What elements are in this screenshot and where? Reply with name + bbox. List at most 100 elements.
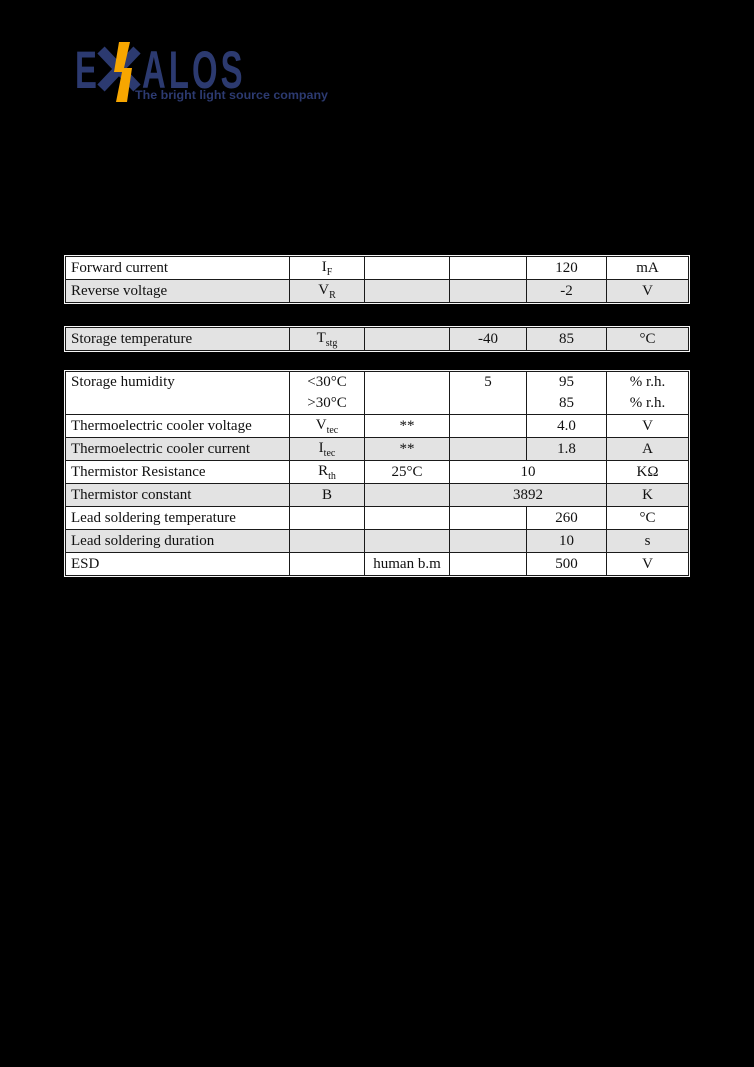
table-cell-text: IF [321,258,333,278]
logo-tagline: The bright light source company [135,90,329,102]
table-cell [450,280,527,302]
table-cell: VR [290,280,365,302]
table-cell [365,257,450,279]
table-cell-text: V [642,282,653,299]
table-cell [450,553,527,575]
exalos-logo: E ALOS The bright light source company [74,41,332,104]
table-cell-line: 85 [559,395,574,411]
table-cell-text: 85 [559,330,574,347]
table-cell: -40 [450,328,527,350]
table-cell: ** [365,415,450,437]
table-cell: Thermistor constant [66,484,290,506]
table-cell: Storage humidity [66,372,290,414]
table-row: Reverse voltage VR -2 V [66,280,688,302]
table-cell-text: Itec [318,439,336,459]
table-cell: 500 [527,553,607,575]
table-cell [365,530,450,552]
table-cell: Thermoelectric cooler voltage [66,415,290,437]
table-cell-text: 4.0 [557,417,576,434]
ratings-table-electrical: Forward current IF 120 mA Reverse voltage VR -… [64,255,690,304]
table-cell: 85 [527,328,607,350]
table-cell [365,280,450,302]
table-cell-text: 120 [555,259,578,276]
logo-letter-e: E [75,42,97,100]
table-cell-line: >30°C [307,395,347,411]
table-cell-text: Thermoelectric cooler voltage [71,417,252,434]
table-cell [365,372,450,414]
table-cell: 10 [450,461,607,483]
table-cell-text: °C [639,509,656,526]
table-cell: 3892 [450,484,607,506]
table-cell: 10 [527,530,607,552]
table-cell: Lead soldering temperature [66,507,290,529]
table-cell: 260 [527,507,607,529]
table-cell-text: B [321,486,332,503]
table-cell [450,438,527,460]
table-cell-text: 1.8 [557,440,576,457]
table-cell: 95 85 [527,372,607,414]
table-cell: V [607,553,688,575]
table-cell: Storage temperature [66,328,290,350]
table-cell-text: 3892 [513,486,543,503]
table-cell: 1.8 [527,438,607,460]
table-cell: Reverse voltage [66,280,290,302]
table-cell-text: Rth [318,462,336,482]
table-cell: ESD [66,553,290,575]
table-cell-text: s [644,532,651,549]
table-cell: IF [290,257,365,279]
table-cell-text: V [642,555,653,572]
table-cell-text: °C [639,330,656,347]
table-cell: ** [365,438,450,460]
table-cell: 120 [527,257,607,279]
exalos-logo-graphic: E ALOS The bright light source company [75,41,329,102]
table-row: Storage temperature Tstg -40 85 °C [66,328,688,350]
table-cell: -2 [527,280,607,302]
table-cell-text: V [642,417,653,434]
table-cell: Tstg [290,328,365,350]
table-cell: Itec [290,438,365,460]
table-cell: % r.h. % r.h. [607,372,688,414]
table-cell: V [607,415,688,437]
table-cell: Thermoelectric cooler current [66,438,290,460]
table-cell [450,530,527,552]
table-cell: Lead soldering duration [66,530,290,552]
table-cell-line: 5 [484,374,492,390]
table-cell [365,507,450,529]
table-row: Storage humidity <30°C >30°C 5 95 85% r.h.% r… [66,372,688,415]
table-cell: B [290,484,365,506]
table-cell: mA [607,257,688,279]
table-cell: V [607,280,688,302]
table-cell-text: Tstg [316,329,338,349]
table-cell-text: -2 [560,282,573,299]
table-cell [290,530,365,552]
table-cell-text: ** [399,417,415,434]
table-cell [290,553,365,575]
table-cell-text: ESD [71,555,100,572]
table-cell: 4.0 [527,415,607,437]
table-cell-text: Thermistor constant [71,486,192,503]
table-cell: s [607,530,688,552]
table-cell [450,257,527,279]
table-row: Lead soldering temperature 260 °C [66,507,688,530]
table-cell: 25°C [365,461,450,483]
lightning-bolt-icon [114,42,132,102]
table-cell-text: 10 [520,463,536,480]
table-cell-line: % r.h. [629,395,666,411]
table-row: Thermoelectric cooler voltage Vtec ** 4.0 V [66,415,688,438]
table-row: Thermistor constant B 3892 K [66,484,688,507]
table-cell: Thermistor Resistance [66,461,290,483]
table-cell-text: VR [318,281,336,301]
table-cell: KΩ [607,461,688,483]
table-cell: Vtec [290,415,365,437]
table-cell: Forward current [66,257,290,279]
table-cell-text: Reverse voltage [71,282,168,299]
ratings-table-environment-and-assembly: Storage humidity <30°C >30°C 5 95 85% r.h.% r… [64,370,690,577]
table-cell-text: ** [399,440,415,457]
table-cell-line: 95 [559,374,574,390]
table-cell-text: 10 [559,532,574,549]
table-row: ESD human b.m 500 V [66,553,688,575]
table-cell [290,507,365,529]
table-cell: K [607,484,688,506]
table-cell: <30°C >30°C [290,372,365,414]
table-cell-text: 500 [555,555,578,572]
